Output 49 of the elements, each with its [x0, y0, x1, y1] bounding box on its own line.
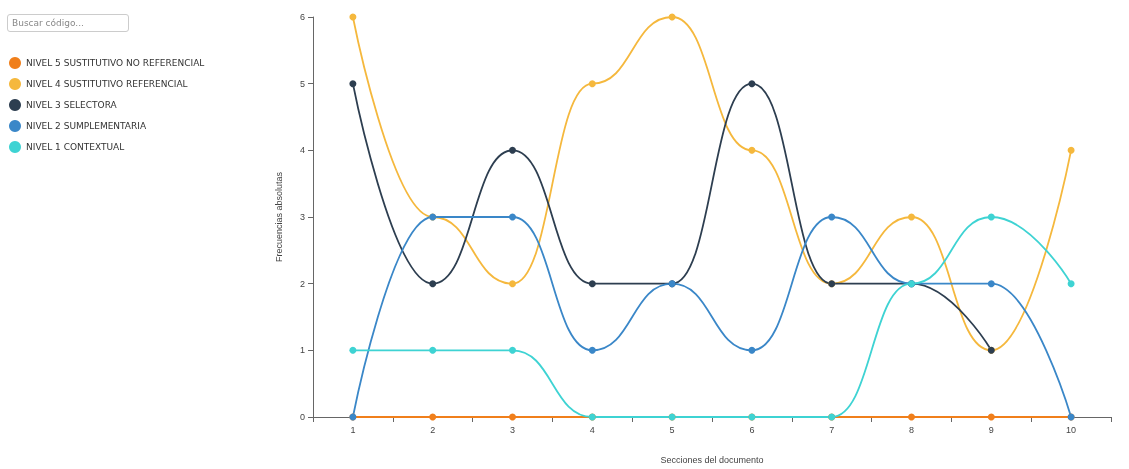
y-tick-label: 0: [299, 412, 305, 422]
x-tick-label: 3: [509, 424, 516, 435]
point: [748, 80, 756, 88]
point: [987, 280, 995, 288]
x-tick-label: 5: [669, 424, 675, 435]
point: [1067, 280, 1075, 288]
point: [1067, 146, 1075, 154]
y-tick-label: 6: [299, 12, 305, 22]
legend-label: NIVEL 3 SELECTORA: [26, 100, 118, 110]
point: [509, 213, 516, 221]
x-axis-title: Secciones del documento: [660, 454, 764, 465]
point: [908, 413, 915, 421]
x-tick-label: 4: [589, 424, 595, 435]
x-tick-label: 10: [1066, 424, 1077, 435]
legend-label: NIVEL 5 SUSTITUTIVO NO REFERENCIAL: [26, 58, 205, 68]
point: [429, 280, 437, 288]
point: [509, 413, 516, 421]
point: [987, 413, 995, 421]
search-field: Buscar código...: [7, 14, 129, 32]
point: [509, 346, 516, 354]
point: [349, 346, 357, 354]
y-axis-title: Frecuencias absolutas: [273, 171, 284, 263]
point: [429, 346, 437, 354]
y-tick-label: 4: [299, 145, 305, 156]
y-tick-label: 1: [299, 345, 305, 356]
point: [748, 346, 756, 354]
x-tick-label: 2: [430, 424, 436, 435]
y-tick-label: 5: [299, 78, 305, 89]
point: [509, 280, 516, 288]
point: [509, 146, 516, 154]
point: [828, 213, 836, 221]
x-tick-label: 6: [749, 424, 755, 435]
y-tick-label: 2: [299, 278, 305, 289]
x-tick-label: 1: [350, 424, 356, 435]
point: [748, 146, 756, 154]
point: [588, 80, 596, 88]
x-tick-label: 8: [908, 424, 915, 435]
point: [908, 213, 915, 221]
point: [429, 413, 437, 421]
x-tick-label: 7: [829, 424, 835, 435]
point: [588, 346, 596, 354]
point: [349, 80, 357, 88]
x-tick-label: 9: [988, 424, 994, 435]
point: [987, 213, 995, 221]
legend-label: NIVEL 2 SUMPLEMENTARIA: [26, 121, 147, 131]
y-tick-label: 3: [299, 212, 305, 222]
point: [588, 280, 596, 288]
legend-label: NIVEL 1 CONTEXTUAL: [26, 142, 125, 152]
legend-label: NIVEL 4 SUSTITUTIVO REFERENCIAL: [26, 79, 188, 89]
